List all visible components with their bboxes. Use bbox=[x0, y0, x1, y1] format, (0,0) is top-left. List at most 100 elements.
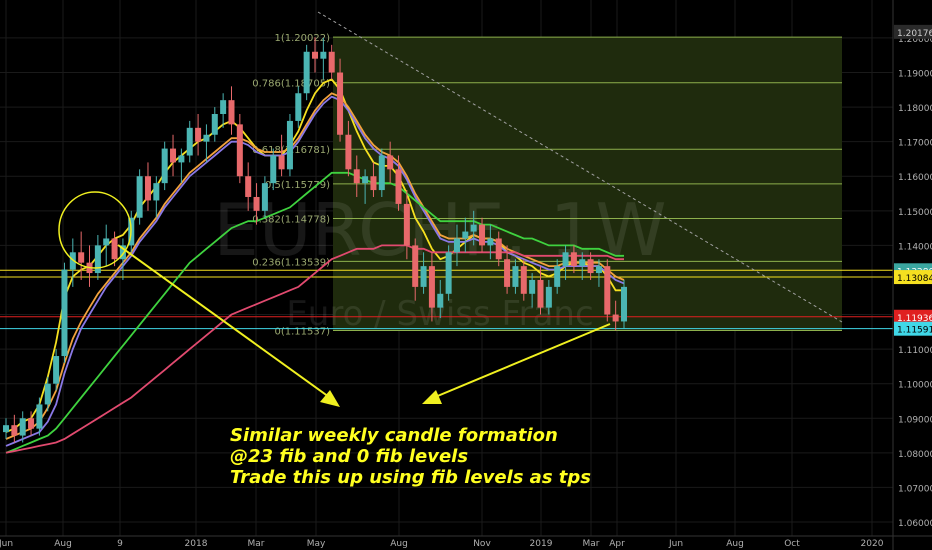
candle-body bbox=[328, 51, 335, 73]
arrow-right-shaft bbox=[427, 323, 611, 401]
candle-body bbox=[453, 238, 460, 253]
candle-body bbox=[545, 286, 552, 308]
candle-body bbox=[278, 155, 285, 170]
price-label-box bbox=[894, 24, 932, 39]
x-tick-label: Mar bbox=[583, 539, 600, 549]
candle-body bbox=[504, 259, 511, 287]
candle-body bbox=[487, 238, 494, 246]
price-label-text: 1.11936 bbox=[897, 314, 932, 324]
candle-body bbox=[412, 245, 419, 287]
candle-body bbox=[520, 266, 527, 294]
arrow-left-head bbox=[320, 390, 340, 407]
candle-body bbox=[111, 238, 118, 260]
x-tick-label: Aug bbox=[54, 539, 72, 549]
candle-body bbox=[445, 252, 452, 294]
candle-body bbox=[103, 238, 110, 246]
fib-level-label: 0.786(1.18705) bbox=[252, 79, 330, 90]
candle-body bbox=[220, 100, 227, 114]
candles bbox=[2, 37, 628, 443]
candle-body bbox=[529, 279, 536, 294]
candle-body bbox=[94, 245, 101, 274]
price-label-box bbox=[894, 321, 932, 336]
candle-body bbox=[311, 51, 319, 59]
candle-body bbox=[470, 224, 477, 232]
price-label-text: 1.13084 bbox=[897, 274, 932, 284]
y-axis-labels: 1.20000 1.19000 1.18000 1.17000 1.16000 1.150… bbox=[898, 35, 932, 529]
candle-body bbox=[387, 155, 394, 170]
candle-body bbox=[612, 314, 619, 322]
candle-body bbox=[53, 356, 60, 384]
y-tick-label: 1.17000 bbox=[898, 139, 932, 149]
candle-body bbox=[2, 425, 10, 433]
candle-body bbox=[36, 404, 43, 429]
candle-body bbox=[337, 72, 344, 135]
candle-body bbox=[144, 176, 151, 201]
y-tick-label: 1.11000 bbox=[898, 346, 932, 356]
x-tick-label: Mar bbox=[248, 539, 265, 549]
candle-body bbox=[228, 100, 235, 125]
price-label-box bbox=[894, 270, 932, 285]
x-tick-label: Oct bbox=[784, 539, 800, 549]
y-tick-label: 1.09000 bbox=[898, 415, 932, 425]
y-tick-label: 1.19000 bbox=[898, 70, 932, 80]
candle-body bbox=[195, 127, 202, 142]
y-tick-label: 1.14000 bbox=[898, 242, 932, 252]
candle-body bbox=[303, 51, 310, 94]
drawings bbox=[58, 11, 843, 407]
candle-body bbox=[69, 252, 76, 270]
arrow-left-shaft bbox=[117, 244, 337, 403]
x-tick-label: Aug bbox=[390, 539, 408, 549]
y-tick-label: 1.07000 bbox=[898, 484, 932, 494]
candle-body bbox=[19, 418, 26, 436]
candle-body bbox=[604, 266, 611, 315]
ema-line bbox=[5, 171, 624, 454]
y-tick-label: 1.15000 bbox=[898, 208, 932, 218]
x-tick-label: Apr bbox=[609, 539, 625, 549]
x-tick-label: 2018 bbox=[185, 539, 208, 549]
y-tick-label: 1.18000 bbox=[898, 104, 932, 114]
candle-body bbox=[579, 259, 586, 267]
x-tick-label: Aug bbox=[726, 539, 744, 549]
fib-level-label: 1(1.20022) bbox=[274, 33, 330, 44]
fib-level-label: 0.382(1.14778) bbox=[252, 214, 330, 225]
candle-body bbox=[620, 286, 628, 322]
candle-body bbox=[420, 266, 427, 287]
candle-body bbox=[119, 245, 126, 260]
candle-body bbox=[562, 252, 569, 267]
candle-body bbox=[362, 176, 369, 184]
ema-line bbox=[5, 244, 624, 454]
candle-body bbox=[395, 169, 402, 204]
candle-body bbox=[495, 238, 502, 260]
candle-body bbox=[261, 183, 268, 211]
candle-body bbox=[153, 183, 160, 201]
x-tick-label: 2020 bbox=[861, 539, 884, 549]
x-tick-label: Nov bbox=[473, 539, 491, 549]
candle-body bbox=[512, 266, 519, 287]
fib-level-label: 0.236(1.13539) bbox=[252, 257, 330, 268]
y-tick-label: 1.16000 bbox=[898, 173, 932, 183]
candle-body bbox=[286, 120, 293, 170]
candle-body bbox=[236, 124, 243, 177]
fib-level-label: 0.5(1.15779) bbox=[265, 180, 330, 191]
candle-body bbox=[378, 155, 385, 191]
y-tick-label: 1.06000 bbox=[898, 519, 932, 529]
arrow-right-head bbox=[422, 390, 442, 404]
candle-body bbox=[203, 134, 210, 142]
x-tick-label: 2019 bbox=[530, 539, 553, 549]
candle-body bbox=[428, 266, 435, 308]
candle-body bbox=[403, 203, 410, 246]
candle-body bbox=[136, 176, 143, 218]
candle-body bbox=[178, 155, 185, 163]
x-tick-label: May bbox=[307, 539, 326, 549]
candle-body bbox=[170, 148, 177, 163]
candle-body bbox=[186, 127, 193, 156]
fib-level-label: 0(1.11537) bbox=[274, 327, 330, 338]
candle-body bbox=[587, 259, 594, 274]
candle-body bbox=[44, 383, 51, 405]
annotation-line-3: Trade this up using fib levels as tps bbox=[230, 467, 591, 488]
y-tick-label: 1.08000 bbox=[898, 450, 932, 460]
price-label-box bbox=[894, 309, 932, 324]
x-tick-label: 9 bbox=[117, 539, 123, 549]
